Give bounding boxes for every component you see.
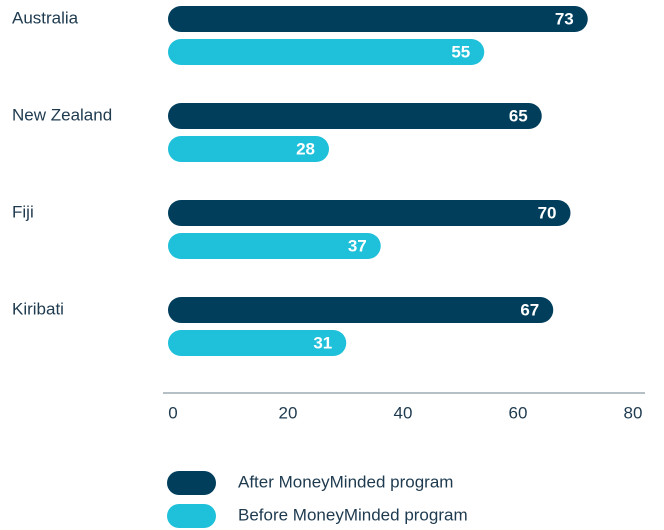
value-label: 28 bbox=[296, 139, 315, 158]
value-label: 65 bbox=[509, 106, 528, 125]
value-label: 70 bbox=[538, 203, 557, 222]
category-label: Kiribati bbox=[12, 299, 64, 318]
legend-label: After MoneyMinded program bbox=[238, 472, 453, 491]
legend-swatch bbox=[167, 504, 216, 528]
x-tick-label: 60 bbox=[509, 403, 528, 422]
bar bbox=[168, 103, 542, 129]
category-label: New Zealand bbox=[12, 105, 112, 124]
legend-label: Before MoneyMinded program bbox=[238, 505, 468, 524]
x-tick-label: 20 bbox=[279, 403, 298, 422]
x-tick-label: 40 bbox=[394, 403, 413, 422]
bar bbox=[168, 6, 588, 32]
value-label: 67 bbox=[520, 300, 539, 319]
bar bbox=[168, 39, 485, 65]
bar bbox=[168, 200, 571, 226]
value-label: 31 bbox=[313, 333, 332, 352]
x-tick-label: 0 bbox=[168, 403, 177, 422]
value-label: 55 bbox=[451, 42, 470, 61]
bar bbox=[168, 330, 347, 356]
bar bbox=[168, 233, 381, 259]
value-label: 73 bbox=[555, 9, 574, 28]
bar bbox=[168, 297, 554, 323]
category-label: Australia bbox=[12, 8, 79, 27]
bar bbox=[168, 136, 329, 162]
legend-swatch bbox=[167, 471, 216, 495]
x-tick-label: 80 bbox=[624, 403, 643, 422]
value-label: 37 bbox=[348, 236, 367, 255]
category-label: Fiji bbox=[12, 202, 34, 221]
